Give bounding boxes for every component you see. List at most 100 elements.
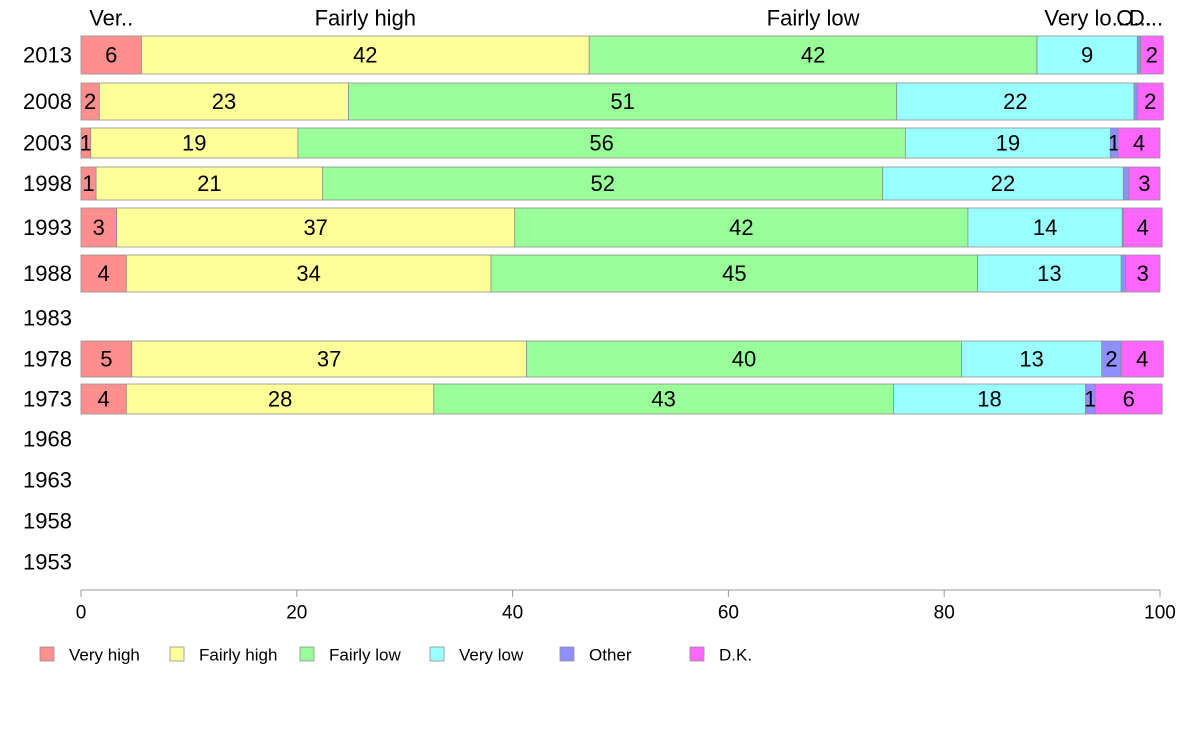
y-axis-labels: 2013 2008 2003 1998 1993 1988 1983 1978 1973 1968… [23, 43, 72, 575]
data-label-other-1973: 1 [1084, 387, 1096, 412]
bar-very-low-1978 [961, 340, 1103, 378]
bar-d-k-1998 [1128, 166, 1161, 201]
bar-d-k-2013 [1140, 35, 1164, 75]
bar-fairly-high-1988 [125, 254, 492, 293]
bar-d-k-2003 [1117, 127, 1161, 159]
x-tick-label-20: 20 [286, 603, 307, 624]
legend-label-d-k: D.K. [719, 646, 752, 665]
data-label-fairly-high-1998: 21 [197, 171, 221, 196]
legend: Very high Fairly high Fairly low Very low Ot… [39, 646, 752, 665]
data-label-very-high-1978: 5 [100, 347, 112, 372]
data-label-fairly-high-1993: 37 [303, 215, 327, 240]
top-label-d: D... [1129, 6, 1163, 31]
top-label-ver: Ver.. [89, 6, 133, 31]
data-label-fairly-low-1973: 43 [651, 387, 675, 412]
bar-very-low-2013 [1036, 35, 1138, 75]
y-tick-label-1993: 1993 [23, 215, 72, 240]
data-label-very-high-1988: 4 [98, 261, 110, 286]
top-label-fairly-low: Fairly low [767, 6, 860, 31]
y-tick-label-1958: 1958 [23, 509, 72, 534]
data-label-fairly-low-1978: 40 [732, 347, 756, 372]
top-label-very-lo: Very lo... [1044, 6, 1130, 31]
y-tick-label-1968: 1968 [23, 427, 72, 452]
data-label-very-high-1998: 1 [82, 171, 94, 196]
bar-fairly-high-1993 [116, 207, 516, 248]
top-label-o: O... [1116, 6, 1151, 31]
legend-swatch-d-k [689, 646, 705, 662]
bar-other-2013 [1136, 35, 1141, 75]
legend-swatch-other [559, 646, 575, 662]
x-tick-label-40: 40 [502, 603, 523, 624]
data-label-fairly-low-2013: 42 [801, 43, 825, 68]
data-label-fairly-low-2003: 56 [589, 131, 613, 156]
bar-d-k-1993 [1122, 207, 1163, 248]
data-label-d-k-1973: 6 [1123, 387, 1135, 412]
top-labels: Ver.. Fairly high Fairly low Very lo...O...… [89, 6, 1163, 31]
legend-swatch-very-low [429, 646, 445, 662]
legend-label-other: Other [589, 646, 632, 665]
x-tick-label-100: 100 [1144, 603, 1176, 624]
y-tick-label-1978: 1978 [23, 347, 72, 372]
data-label-other-1978: 2 [1105, 347, 1117, 372]
bar-very-high-1988 [80, 254, 127, 293]
x-tick-label-60: 60 [718, 603, 739, 624]
bar-very-low-1993 [967, 207, 1123, 248]
bar-d-k-1978 [1120, 340, 1164, 378]
data-label-very-low-2008: 22 [1003, 89, 1027, 114]
bar-other-2008 [1133, 82, 1138, 121]
bar-other-1998 [1122, 166, 1130, 201]
data-label-very-high-2013: 6 [105, 43, 117, 68]
y-tick-label-1983: 1983 [23, 306, 72, 331]
data-label-d-k-1978: 4 [1136, 347, 1148, 372]
data-label-fairly-high-2008: 23 [212, 89, 236, 114]
data-label-fairly-low-1988: 45 [722, 261, 746, 286]
bar-d-k-1988 [1125, 254, 1161, 293]
legend-swatch-very-high [39, 646, 55, 662]
data-label-very-high-2003: 1 [80, 131, 92, 156]
data-label-fairly-high-2003: 19 [182, 131, 206, 156]
data-label-very-low-1973: 18 [977, 387, 1001, 412]
data-label-fairly-high-1988: 34 [296, 261, 320, 286]
bar-fairly-low-1988 [490, 254, 979, 293]
data-label-very-high-2008: 2 [84, 89, 96, 114]
data-label-d-k-2008: 2 [1144, 89, 1156, 114]
bar-fairly-high-1973 [125, 383, 435, 415]
data-label-d-k-2003: 4 [1133, 131, 1145, 156]
legend-swatch-fairly-low [299, 646, 315, 662]
data-label-very-high-1973: 4 [98, 387, 110, 412]
y-tick-label-1998: 1998 [23, 171, 72, 196]
data-label-very-low-1988: 13 [1037, 261, 1061, 286]
x-axis: 0 20 40 60 80 100 [76, 589, 1176, 624]
bar-fairly-low-1978 [526, 340, 962, 378]
y-tick-label-1963: 1963 [23, 468, 72, 493]
top-label-fairly-high: Fairly high [315, 6, 416, 31]
data-label-d-k-1998: 3 [1138, 171, 1150, 196]
bar-fairly-high-1998 [95, 166, 324, 201]
bar-fairly-high-2003 [90, 127, 299, 159]
data-label-fairly-high-1973: 28 [268, 387, 292, 412]
x-tick-label-80: 80 [934, 603, 955, 624]
x-tick-label-0: 0 [76, 603, 87, 624]
bar-d-k-2008 [1136, 82, 1164, 121]
legend-label-fairly-low: Fairly low [329, 646, 402, 665]
bar-fairly-low-1973 [433, 383, 894, 415]
bar-very-low-2008 [896, 82, 1135, 121]
bar-fairly-low-2008 [348, 82, 898, 121]
data-label-very-low-2013: 9 [1081, 43, 1093, 68]
y-tick-label-2003: 2003 [23, 131, 72, 156]
bar-d-k-1973 [1094, 383, 1163, 415]
data-label-d-k-1988: 3 [1137, 261, 1149, 286]
data-label-very-low-2003: 19 [996, 131, 1020, 156]
bar-very-low-2003 [904, 127, 1111, 159]
legend-swatch-fairly-high [169, 646, 185, 662]
legend-label-very-high: Very high [69, 646, 140, 665]
y-tick-label-2008: 2008 [23, 89, 72, 114]
data-label-very-high-1993: 3 [93, 215, 105, 240]
data-label-fairly-low-2008: 51 [610, 89, 634, 114]
data-label-fairly-low-1998: 52 [590, 171, 614, 196]
bar-very-high-2013 [80, 35, 142, 75]
legend-label-fairly-high: Fairly high [199, 646, 277, 665]
bar-very-high-1973 [80, 383, 127, 415]
data-label-d-k-1993: 4 [1137, 215, 1149, 240]
